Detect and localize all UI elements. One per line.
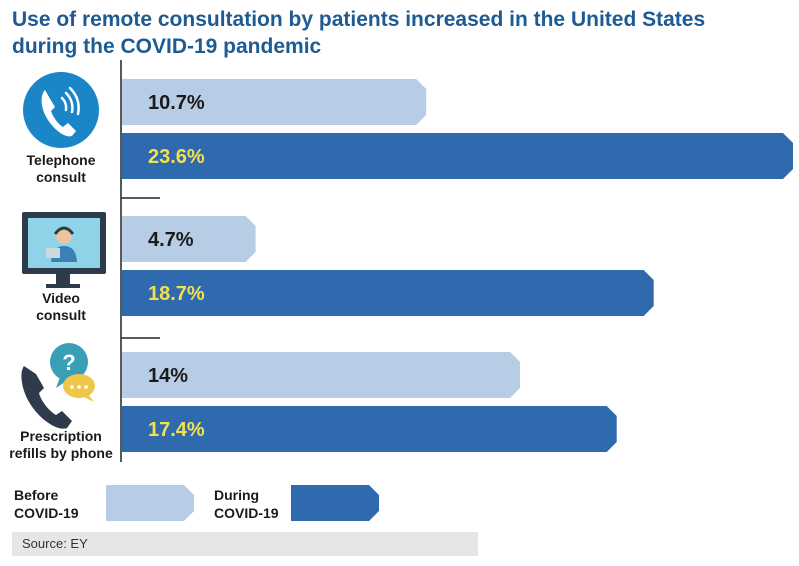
legend-label-during: During COVID-19 — [214, 487, 279, 521]
category-label-prescription: Prescription refills by phone — [9, 428, 113, 461]
bar-video-consult-during — [122, 270, 654, 316]
bar-telephone-consult-before — [122, 79, 427, 125]
bar-prescription-refills-by-phone-during — [122, 406, 617, 452]
data-label-video-consult-during: 18.7% — [148, 283, 205, 305]
data-label-telephone-consult-during: 23.6% — [148, 146, 205, 168]
data-label-prescription-refills-by-phone-before: 14% — [148, 365, 188, 387]
svg-text:?: ? — [62, 350, 75, 375]
category-label-telephone: Telephone consult — [26, 152, 96, 185]
bar-prescription-refills-by-phone-before — [122, 352, 521, 398]
data-label-prescription-refills-by-phone-during: 17.4% — [148, 419, 205, 441]
data-label-video-consult-before: 4.7% — [148, 229, 194, 251]
video-monitor-icon — [22, 212, 106, 288]
bar-telephone-consult-during — [122, 133, 793, 179]
telephone-icon — [23, 72, 99, 148]
source-note: Source: EY — [12, 532, 478, 556]
legend-swatch-before — [106, 485, 194, 521]
source-text: Source: EY — [22, 536, 88, 551]
category-label-video: Video consult — [36, 290, 86, 323]
legend-label-before: Before COVID-19 — [14, 487, 79, 521]
prescription-phone-icon: ? — [21, 343, 95, 429]
chart-title: Use of remote consultation by patients i… — [12, 8, 706, 58]
bar-video-consult-before — [122, 216, 256, 262]
legend-swatch-during — [291, 485, 379, 521]
data-label-telephone-consult-before: 10.7% — [148, 92, 205, 114]
